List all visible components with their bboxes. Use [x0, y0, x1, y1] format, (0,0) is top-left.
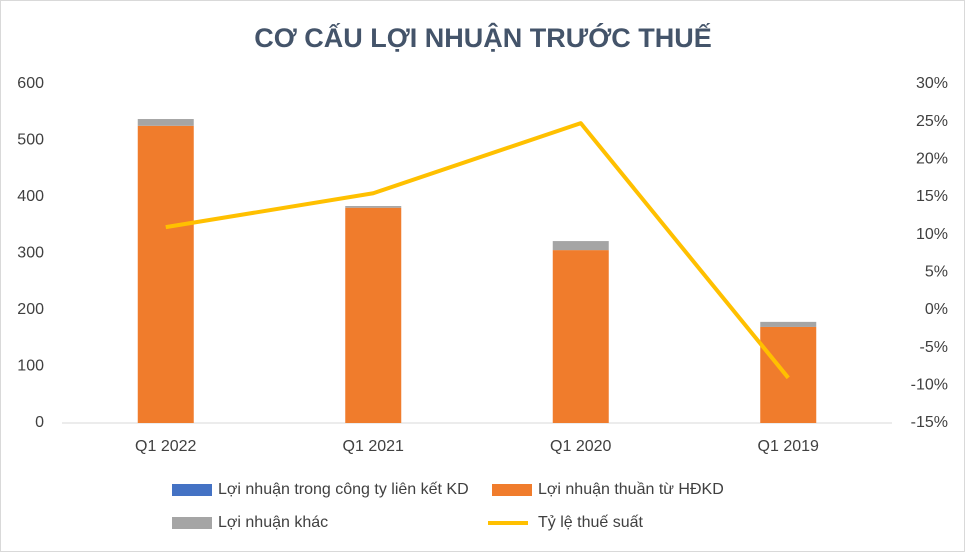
- legend-label: Lợi nhuận trong công ty liên kết KD: [218, 481, 469, 498]
- y2-tick-label: 0%: [925, 301, 948, 318]
- y2-tick-label: 15%: [916, 188, 948, 205]
- y2-tick-label: -15%: [911, 414, 948, 431]
- legend-swatch: [492, 484, 532, 496]
- y-tick-label: 200: [17, 301, 44, 318]
- legend-label: Lợi nhuận khác: [218, 514, 328, 531]
- x-tick-label: Q1 2021: [343, 438, 404, 455]
- bar-segment: [552, 241, 609, 251]
- y-tick-label: 500: [17, 132, 44, 149]
- bar-segment: [552, 250, 609, 423]
- bar-segment: [345, 207, 402, 423]
- y2-tick-label: -10%: [911, 377, 948, 394]
- legend-swatch: [172, 517, 212, 529]
- bar-segment: [345, 206, 402, 208]
- x-tick-label: Q1 2019: [758, 438, 819, 455]
- y2-tick-label: 30%: [916, 75, 948, 92]
- bar-segment: [137, 119, 194, 126]
- y2-tick-label: -5%: [920, 339, 948, 356]
- y2-tick-label: 5%: [925, 264, 948, 281]
- chart-title: CƠ CẤU LỢI NHUẬN TRƯỚC THUẾ: [254, 22, 711, 53]
- y-tick-label: 0: [35, 414, 44, 431]
- y2-tick-label: 10%: [916, 226, 948, 243]
- bar-segment: [137, 125, 194, 423]
- legend-label: Lợi nhuận thuần từ HĐKD: [538, 481, 724, 498]
- y2-tick-label: 25%: [916, 113, 948, 130]
- y-tick-label: 400: [17, 188, 44, 205]
- line-series: [165, 121, 790, 380]
- legend-label: Tỷ lệ thuế suất: [538, 514, 644, 531]
- legend-swatch: [172, 484, 212, 496]
- bar-segment: [760, 321, 817, 327]
- y-tick-label: 100: [17, 358, 44, 375]
- y-tick-label: 600: [17, 75, 44, 92]
- x-tick-label: Q1 2022: [135, 438, 196, 455]
- y2-tick-label: 20%: [916, 151, 948, 168]
- x-tick-label: Q1 2020: [550, 438, 611, 455]
- y-tick-label: 300: [17, 245, 44, 262]
